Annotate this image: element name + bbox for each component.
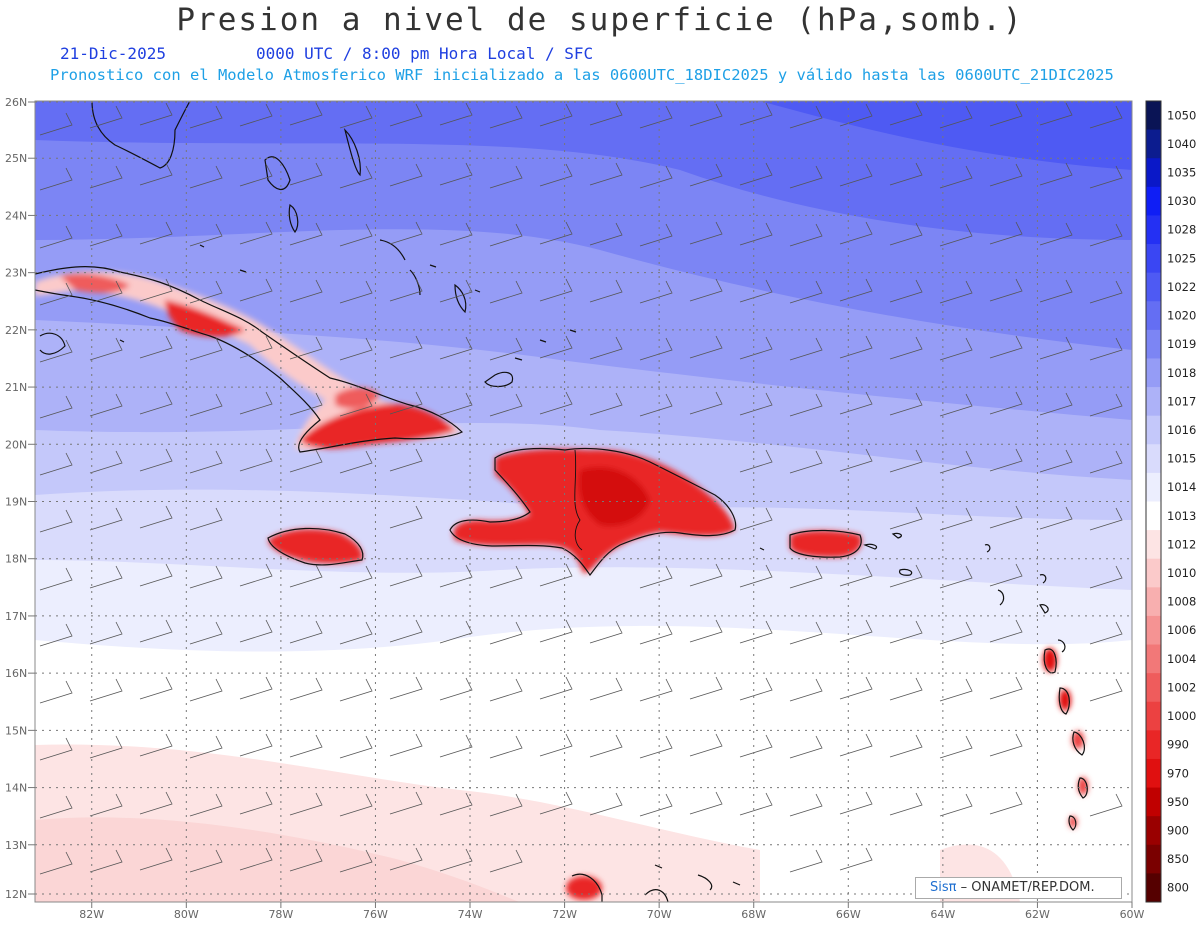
lon-label: 60W <box>1120 908 1145 921</box>
colorbar-label: 1002 <box>1167 680 1196 694</box>
lon-label: 66W <box>836 908 861 921</box>
colorbar-swatch <box>1146 329 1161 359</box>
colorbar: 1050 1040 1035 1030 1028 1025 1022 1020 1019 1018… <box>1145 100 1196 903</box>
colorbar-label: 1000 <box>1167 709 1196 723</box>
lat-label: 17N <box>5 610 27 623</box>
colorbar-swatch <box>1146 844 1161 874</box>
colorbar-swatch <box>1146 415 1161 445</box>
colorbar-swatch <box>1146 272 1161 302</box>
colorbar-swatch <box>1146 587 1161 617</box>
coastlines <box>35 101 1088 902</box>
colorbar-swatch <box>1146 501 1161 531</box>
colorbar-frame <box>1145 100 1162 903</box>
colorbar-swatch <box>1146 215 1161 245</box>
lat-label: 20N <box>5 438 27 451</box>
colorbar-label: 1022 <box>1167 280 1196 294</box>
colorbar-label: 1012 <box>1167 537 1196 551</box>
colorbar-swatch <box>1146 244 1161 274</box>
latitude-labels: 26N 25N 24N 23N 22N 21N 20N 19N 18N 17N 16N 15N 14N 1… <box>5 96 35 901</box>
colorbar-label: 1019 <box>1167 337 1196 351</box>
forecast-info: Pronostico con el Modelo Atmosferico WRF… <box>50 66 1114 84</box>
lon-label: 70W <box>647 908 672 921</box>
lat-label: 18N <box>5 553 27 566</box>
lat-label: 24N <box>5 209 27 222</box>
lon-label: 72W <box>552 908 577 921</box>
lon-label: 64W <box>930 908 955 921</box>
map-title: Presion a nivel de superficie (hPa,somb.… <box>176 2 1024 38</box>
colorbar-swatch <box>1146 644 1161 674</box>
lon-label: 78W <box>268 908 293 921</box>
lon-label: 68W <box>741 908 766 921</box>
colorbar-label: 1010 <box>1167 566 1196 580</box>
colorbar-swatch <box>1146 558 1161 588</box>
colorbar-label: 1008 <box>1167 595 1196 609</box>
lat-label: 25N <box>5 152 27 165</box>
lon-label: 62W <box>1025 908 1050 921</box>
colorbar-label: 1040 <box>1167 137 1196 151</box>
colorbar-swatch <box>1146 129 1161 159</box>
colorbar-label: 1016 <box>1167 423 1196 437</box>
colorbar-label: 1017 <box>1167 394 1196 408</box>
colorbar-label: 1035 <box>1167 166 1196 180</box>
lat-label: 26N <box>5 96 27 109</box>
colorbar-swatch <box>1146 758 1161 789</box>
lat-label: 14N <box>5 782 27 795</box>
colorbar-label: 1025 <box>1167 251 1196 265</box>
pressure-shading <box>35 101 1132 902</box>
colorbar-label: 1004 <box>1167 652 1196 666</box>
colorbar-label: 1050 <box>1167 108 1196 122</box>
colorbar-swatch <box>1146 787 1161 817</box>
colorbar-label: 1014 <box>1167 480 1196 494</box>
colorbar-swatch <box>1146 530 1161 560</box>
colorbar-swatch <box>1146 358 1161 388</box>
colorbar-label: 900 <box>1167 823 1189 837</box>
colorbar-label: 1018 <box>1167 366 1196 380</box>
sis-logo-text: Sisπ <box>930 880 957 895</box>
colorbar-label: 950 <box>1167 795 1189 809</box>
colorbar-swatch <box>1146 615 1161 646</box>
lat-label: 15N <box>5 724 27 737</box>
colorbar-swatch <box>1146 158 1161 188</box>
lat-label: 16N <box>5 667 27 680</box>
lat-label: 19N <box>5 496 27 509</box>
longitude-labels: 82W 80W 78W 76W 74W 72W 70W 68W 66W 64W 62W 60W <box>79 902 1145 921</box>
colorbar-swatch <box>1146 873 1161 903</box>
colorbar-swatch <box>1146 186 1161 216</box>
colorbar-swatch <box>1146 387 1161 417</box>
colorbar-label: 1015 <box>1167 452 1196 466</box>
colorbar-label: 1013 <box>1167 509 1196 523</box>
colorbar-label: 1006 <box>1167 623 1196 637</box>
colorbar-swatch <box>1146 701 1161 731</box>
colorbar-swatch <box>1146 101 1161 131</box>
lat-label: 22N <box>5 324 27 337</box>
colorbar-label: 850 <box>1167 852 1189 866</box>
colorbar-label: 990 <box>1167 738 1189 752</box>
colorbar-label: 1020 <box>1167 309 1196 323</box>
colorbar-swatch <box>1146 673 1161 703</box>
lat-label: 12N <box>5 888 27 901</box>
lat-label: 13N <box>5 839 27 852</box>
colorbar-swatch <box>1146 472 1161 502</box>
colorbar-swatch <box>1146 730 1161 760</box>
colorbar-swatch <box>1146 816 1161 846</box>
colorbar-label: 1028 <box>1167 223 1196 237</box>
lon-label: 76W <box>363 908 388 921</box>
credit-box: Sisπ – ONAMET/REP.DOM. <box>915 877 1122 899</box>
forecast-date: 21-Dic-2025 <box>60 44 166 63</box>
lon-label: 74W <box>458 908 483 921</box>
credit-text: – ONAMET/REP.DOM. <box>956 880 1095 895</box>
lat-label: 21N <box>5 381 27 394</box>
wind-barbs <box>39 102 1123 875</box>
colorbar-swatch <box>1146 301 1161 331</box>
colorbar-label: 1030 <box>1167 194 1196 208</box>
forecast-time: 0000 UTC / 8:00 pm Hora Local / SFC <box>256 44 594 63</box>
lon-label: 80W <box>174 908 199 921</box>
lat-label: 23N <box>5 267 27 280</box>
colorbar-swatch <box>1146 444 1161 474</box>
colorbar-label: 800 <box>1167 881 1189 895</box>
lon-label: 82W <box>79 908 104 921</box>
colorbar-label: 970 <box>1167 766 1189 780</box>
